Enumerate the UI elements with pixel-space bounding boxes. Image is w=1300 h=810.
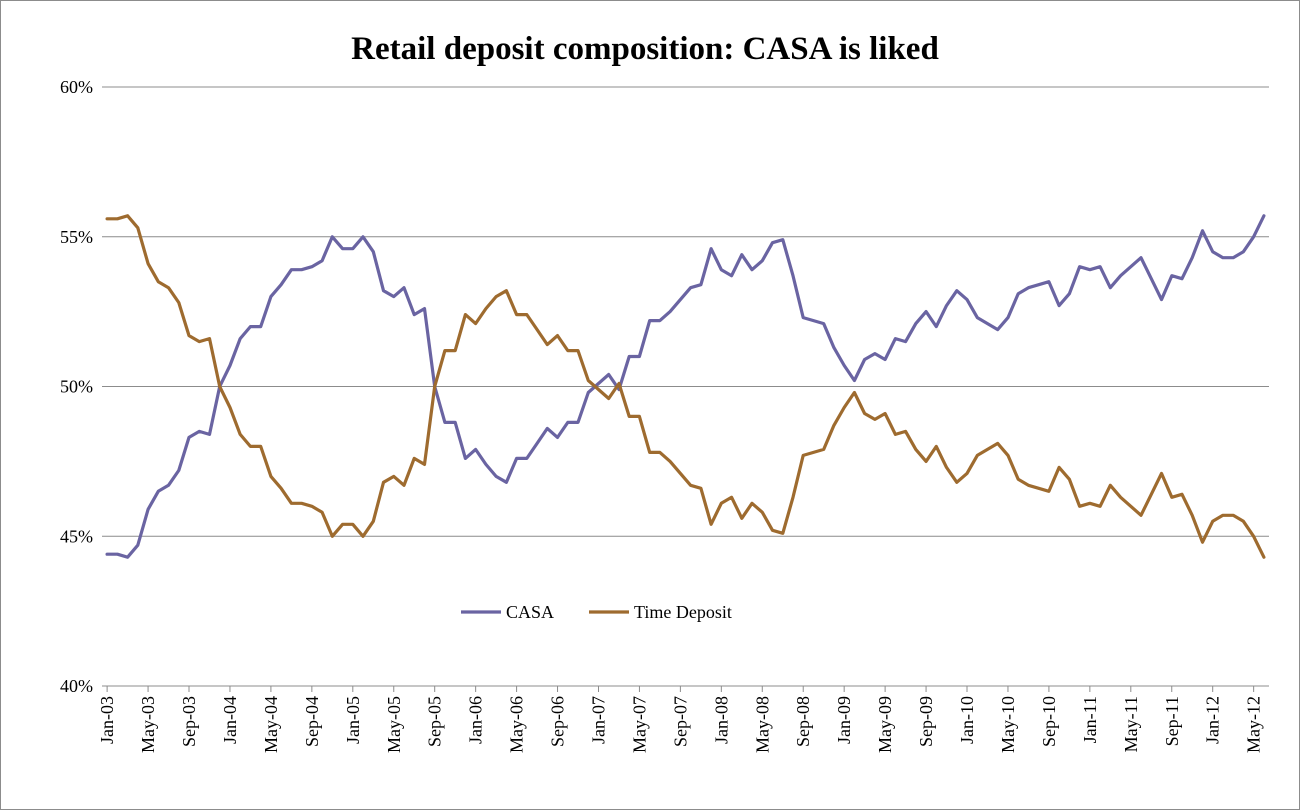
x-tick-label: Sep-10 [1039,696,1059,747]
x-tick-label: May-11 [1121,696,1141,752]
x-tick-label: Jan-12 [1203,696,1223,744]
x-tick-label: May-05 [384,696,404,753]
x-tick-label: Jan-08 [711,696,731,744]
x-tick-label: Jan-03 [97,696,117,744]
x-tick-label: May-04 [261,696,281,753]
y-axis-tick-labels: 40% 45% 50% 55% 60% [60,77,93,696]
y-tick-label: 45% [60,526,93,546]
legend: CASA Time Deposit [461,602,732,622]
x-tick-label: Sep-09 [916,696,936,747]
x-tick-label: Jan-05 [343,696,363,744]
x-tick-label: May-06 [507,696,527,753]
x-tick-label: Jan-07 [588,696,608,744]
series-lines [105,214,1266,559]
x-tick-label: Sep-06 [548,696,568,747]
x-tick-label: Jan-09 [834,696,854,744]
x-tick-label: Sep-05 [425,696,445,747]
x-tick-label: May-08 [752,696,772,753]
x-tick-label: May-10 [998,696,1018,753]
x-tick-label: Jan-11 [1080,696,1100,743]
x-tick-label: Sep-07 [670,696,690,747]
y-tick-label: 60% [60,77,93,97]
x-tick-label: May-09 [875,696,895,753]
x-tick-label: Sep-11 [1162,696,1182,746]
chart-title: Retail deposit composition: CASA is like… [351,31,939,67]
x-tick-label: May-03 [138,696,158,753]
legend-label: Time Deposit [634,602,732,622]
y-tick-label: 40% [60,676,93,696]
y-tick-label: 55% [60,227,93,247]
y-tick-label: 50% [60,377,93,397]
x-tick-label: Jan-10 [957,696,977,744]
x-tick-label: May-07 [629,696,649,753]
x-tick-label: Sep-03 [179,696,199,747]
series-line-casa [105,214,1266,559]
x-tick-label: Jan-04 [220,696,240,744]
series-line-time-deposit [105,214,1266,559]
x-tick-label: Sep-04 [302,696,322,747]
x-axis-tick-labels: Jan-03 May-03 Sep-03 Jan-04 May-04 Sep-04 Jan-… [97,686,1264,753]
x-tick-label: May-12 [1244,696,1264,753]
x-tick-label: Sep-08 [793,696,813,747]
legend-label: CASA [506,602,554,622]
grid-lines [102,86,1269,687]
x-tick-label: Jan-06 [466,696,486,744]
